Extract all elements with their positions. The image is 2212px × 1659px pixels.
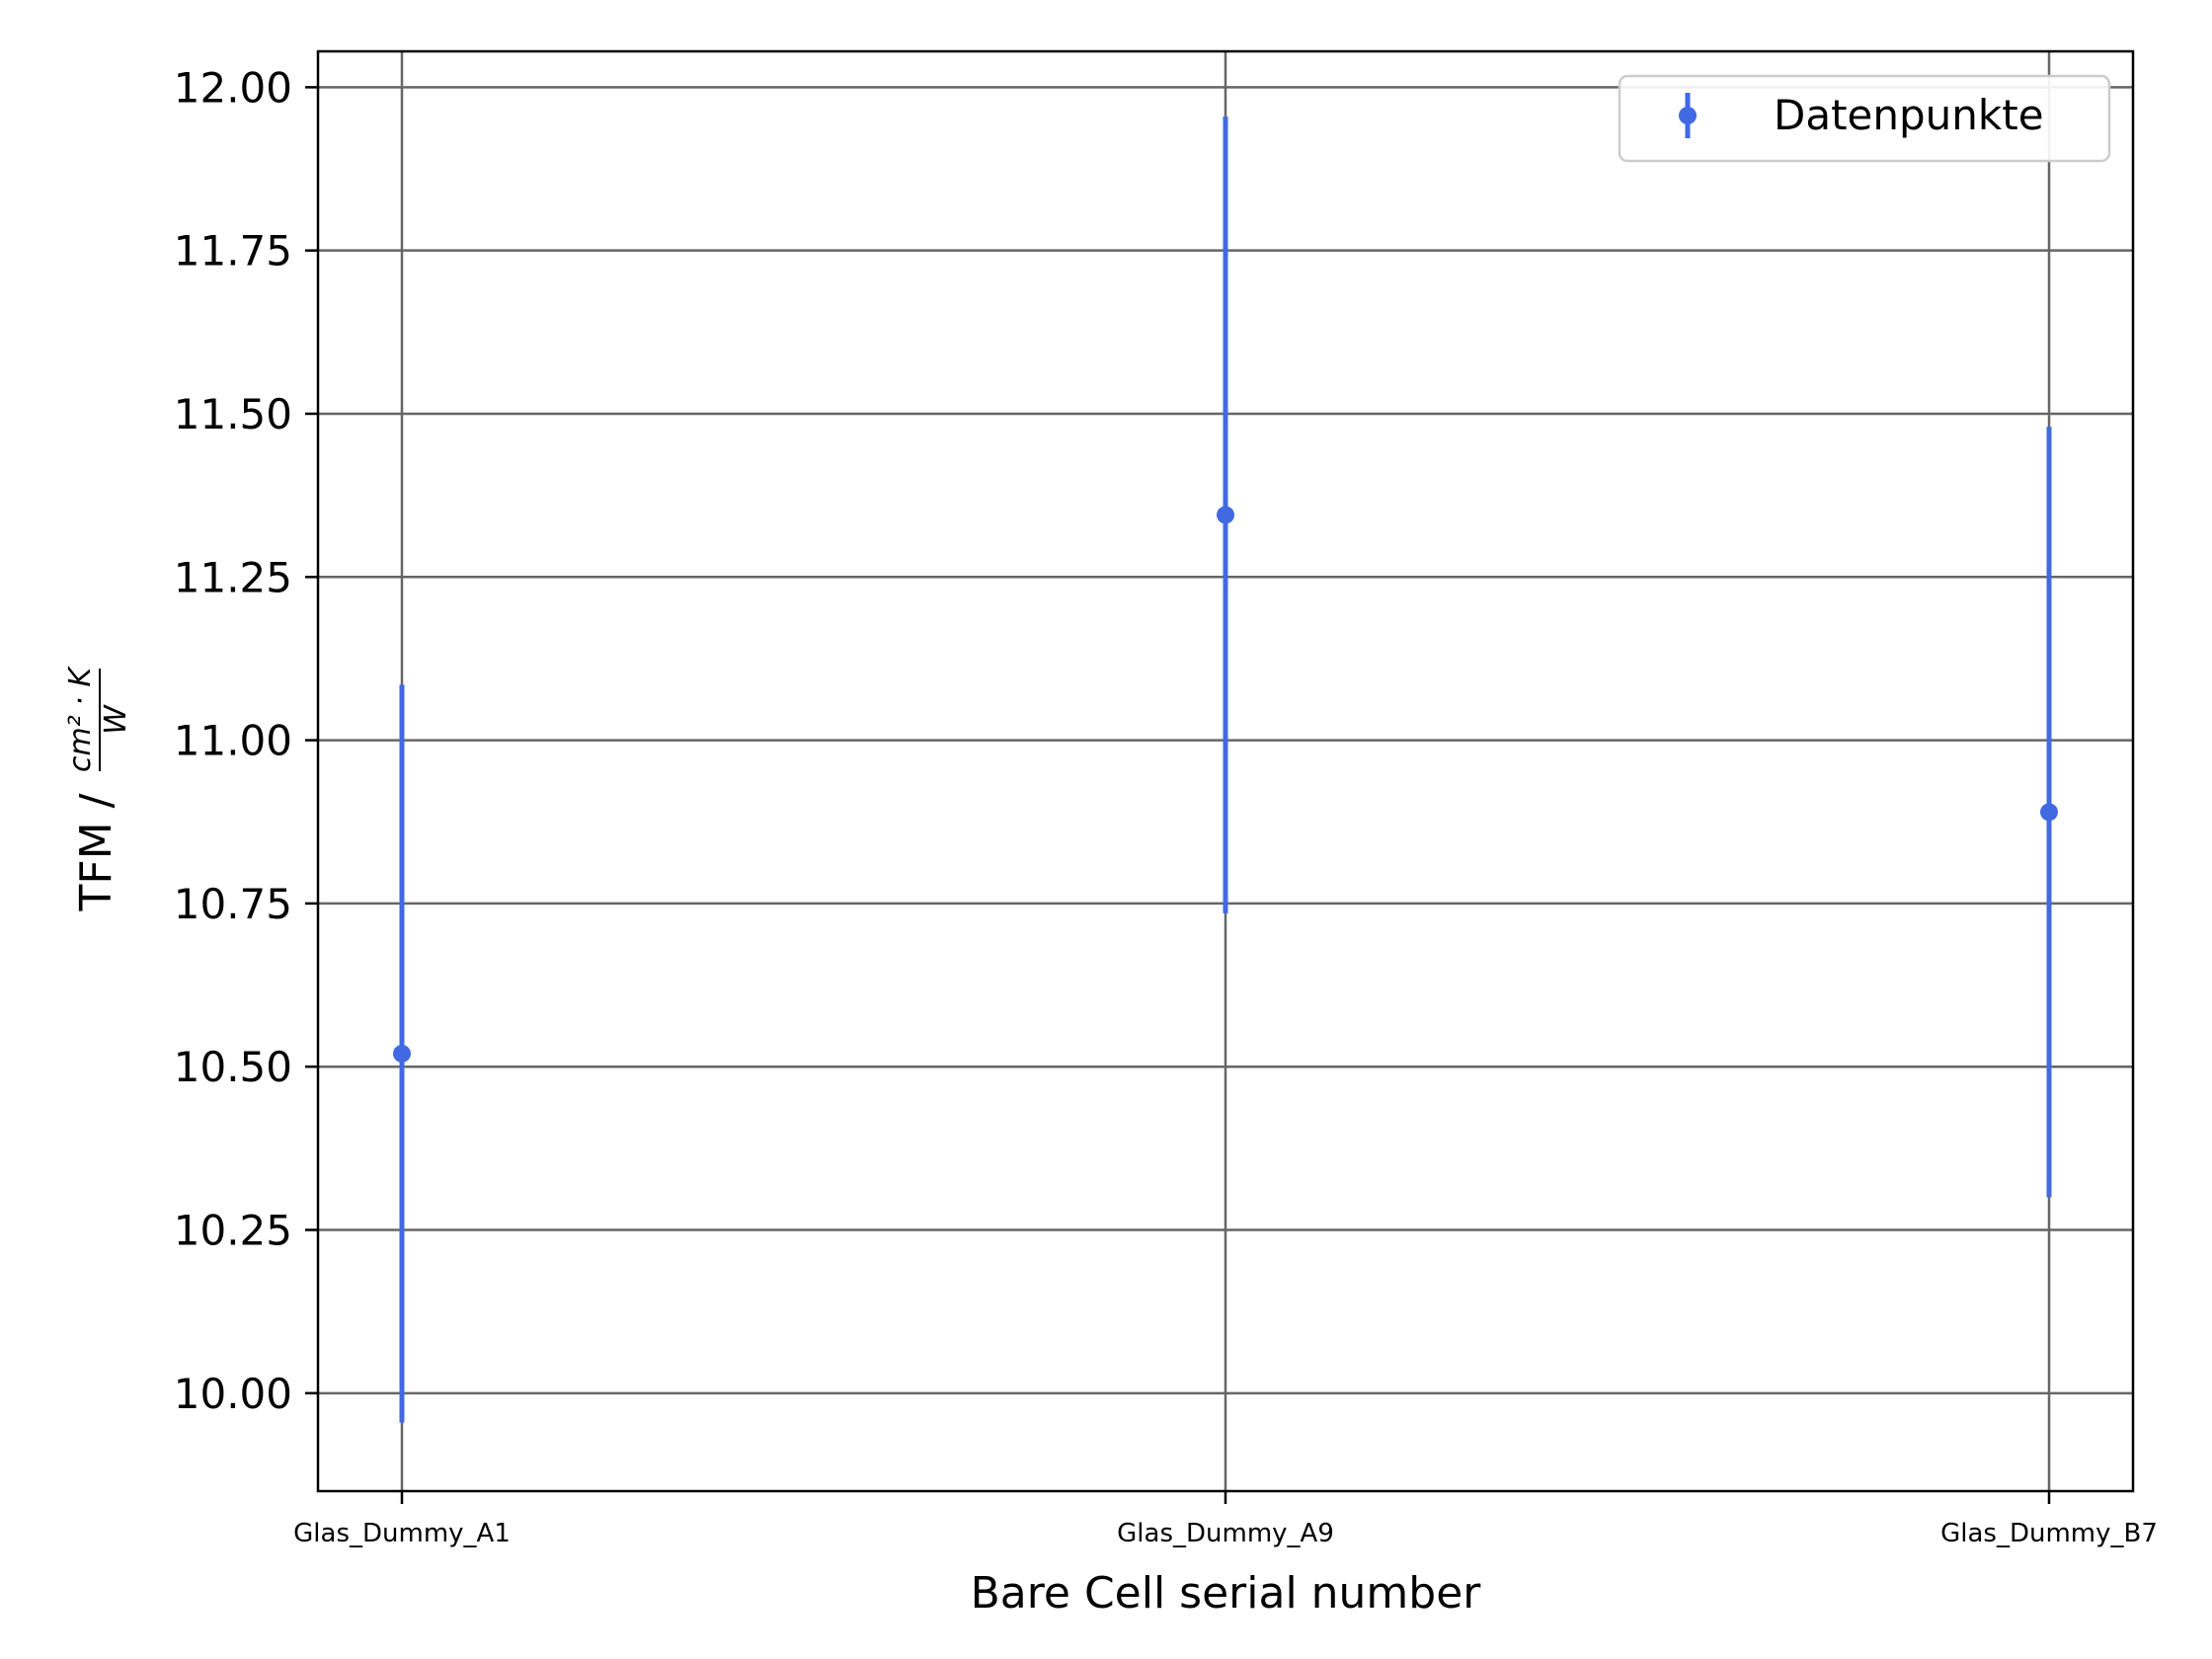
y-axis-label: TFM / bbox=[71, 793, 121, 911]
legend: Datenpunkte bbox=[1618, 74, 2111, 163]
data-point bbox=[393, 1044, 411, 1063]
legend-box bbox=[1618, 74, 2111, 163]
y-tick-label: 11.00 bbox=[174, 717, 292, 765]
y-tick-label: 10.50 bbox=[174, 1043, 292, 1091]
legend-marker-icon bbox=[1679, 107, 1697, 124]
data-point bbox=[1217, 506, 1234, 524]
x-tick-label: Glas_Dummy_A9 bbox=[1117, 1519, 1334, 1548]
y-tick-label: 10.25 bbox=[174, 1207, 292, 1255]
data-point bbox=[2040, 803, 2058, 822]
y-tick-label: 10.75 bbox=[174, 880, 292, 928]
x-axis-title: Bare Cell serial number bbox=[971, 1568, 1482, 1619]
legend-label: Datenpunkte bbox=[1774, 91, 2044, 139]
x-tick-label: Glas_Dummy_B7 bbox=[1940, 1519, 2158, 1548]
x-tick-label: Glas_Dummy_A1 bbox=[293, 1519, 511, 1548]
y-axis-unit-numerator: cm² · K bbox=[63, 666, 98, 772]
y-tick-label: 11.50 bbox=[174, 390, 292, 438]
y-tick-label: 11.75 bbox=[174, 227, 292, 276]
axis-ticks: 10.00 10.25 10.50 10.75 11.00 11.25 11.50 11.75… bbox=[174, 63, 2158, 1548]
data-series bbox=[393, 117, 2058, 1423]
y-tick-label: 11.25 bbox=[174, 553, 292, 601]
y-tick-label: 10.00 bbox=[174, 1370, 292, 1418]
y-axis-title: TFM / cm² · K W bbox=[63, 666, 133, 912]
y-tick-label: 12.00 bbox=[174, 63, 292, 112]
y-axis-unit-denominator: W bbox=[99, 704, 133, 735]
